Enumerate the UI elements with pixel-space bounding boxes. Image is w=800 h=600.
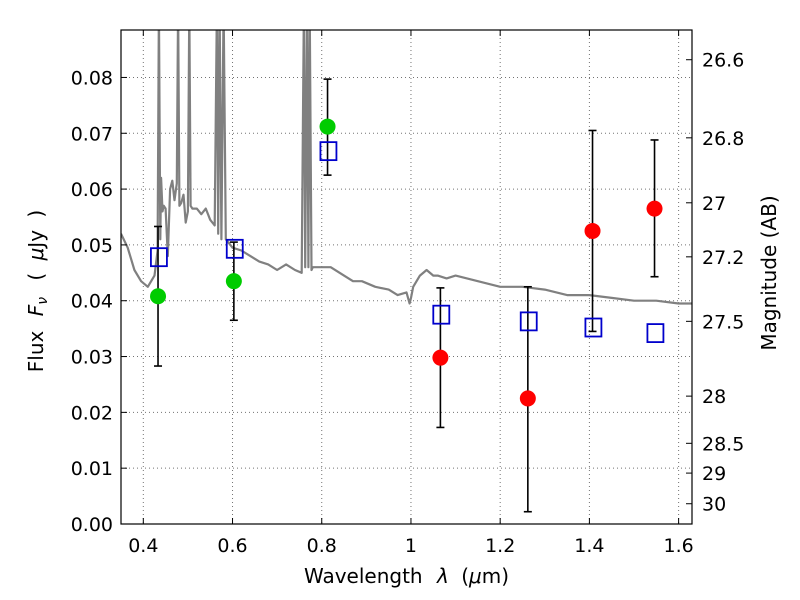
mag-tick-label: 29 (702, 463, 726, 485)
template-layer (121, 30, 692, 305)
y-axis-label-mu: μ (24, 248, 48, 262)
y-tick-label: 0.01 (71, 458, 113, 480)
x-axis-label-lambda: λ (436, 564, 449, 588)
model-squares-layer (150, 141, 665, 343)
observed-point-red (646, 200, 663, 217)
model-square (646, 323, 665, 343)
mag-tick-label: 27.2 (702, 247, 744, 269)
ticks-layer: 0.4 0.6 0.8 1 1.2 1.4 1.6 0.00 0.01 0.02 0.03 0.04 0… (71, 30, 744, 557)
model-square (432, 304, 451, 325)
x-tick-label: 1.2 (485, 535, 515, 557)
y-tick-label: 0.03 (71, 347, 113, 369)
x-tick-label: 0.8 (307, 535, 337, 557)
y-tick-label: 0.05 (71, 235, 113, 257)
model-square (150, 247, 168, 268)
model-square (225, 238, 244, 259)
observed-point-red (584, 222, 601, 239)
mag-tick-label: 30 (702, 494, 726, 516)
observed-point-red (432, 349, 449, 366)
y-tick-label: 0.07 (71, 123, 113, 145)
mag-tick-label: 26.6 (702, 50, 744, 72)
mag-tick-label: 27.5 (702, 311, 744, 333)
magnitude-axis-label: Magnitude (AB) (757, 195, 781, 350)
model-square (519, 311, 538, 332)
x-tick-label: 1.6 (664, 535, 694, 557)
y-tick-label: 0.08 (71, 67, 113, 89)
x-tick-label: 0.6 (217, 535, 247, 557)
mag-tick-label: 27 (702, 193, 726, 215)
observed-point-green (319, 118, 336, 135)
model-square (584, 317, 603, 338)
model-square (319, 141, 338, 162)
y-tick-label: 0.04 (71, 291, 113, 313)
mag-tick-label: 28.5 (702, 433, 744, 455)
grid (121, 30, 692, 525)
plot-frame (120, 29, 693, 525)
y-axis-label-word: Flux (24, 330, 48, 372)
observed-point-green (225, 273, 242, 290)
x-axis-label: Wavelength λ (μm) (304, 564, 509, 588)
points-layer (150, 118, 663, 407)
x-tick-label: 1.4 (574, 535, 604, 557)
y-axis-label-f: F (24, 304, 48, 316)
x-axis-label-paren: ( (461, 564, 469, 588)
y-tick-label: 0.00 (71, 514, 113, 536)
y-axis-label-nu: ν (35, 297, 51, 305)
observed-point-green (150, 288, 167, 305)
mag-tick-label: 26.8 (702, 128, 744, 150)
y-tick-label: 0.02 (71, 402, 113, 424)
y-axis-label-unit: Jy (24, 230, 48, 250)
mag-tick-label: 28 (702, 386, 726, 408)
observed-point-red (519, 390, 536, 407)
x-axis-label-unit: m) (482, 564, 509, 588)
template-spectrum-line (121, 30, 692, 305)
x-tick-label: 0.4 (128, 535, 158, 557)
y-tick-label: 0.06 (71, 179, 113, 201)
x-tick-label: 1 (405, 535, 417, 557)
y-axis-label-close: ) (24, 210, 48, 218)
y-axis-label-open: ( (24, 273, 48, 281)
x-axis-label-mu: μ (468, 564, 482, 588)
x-axis-label-word: Wavelength (304, 564, 423, 588)
y-axis-label: Flux Fν ( μJy ) (24, 210, 52, 372)
